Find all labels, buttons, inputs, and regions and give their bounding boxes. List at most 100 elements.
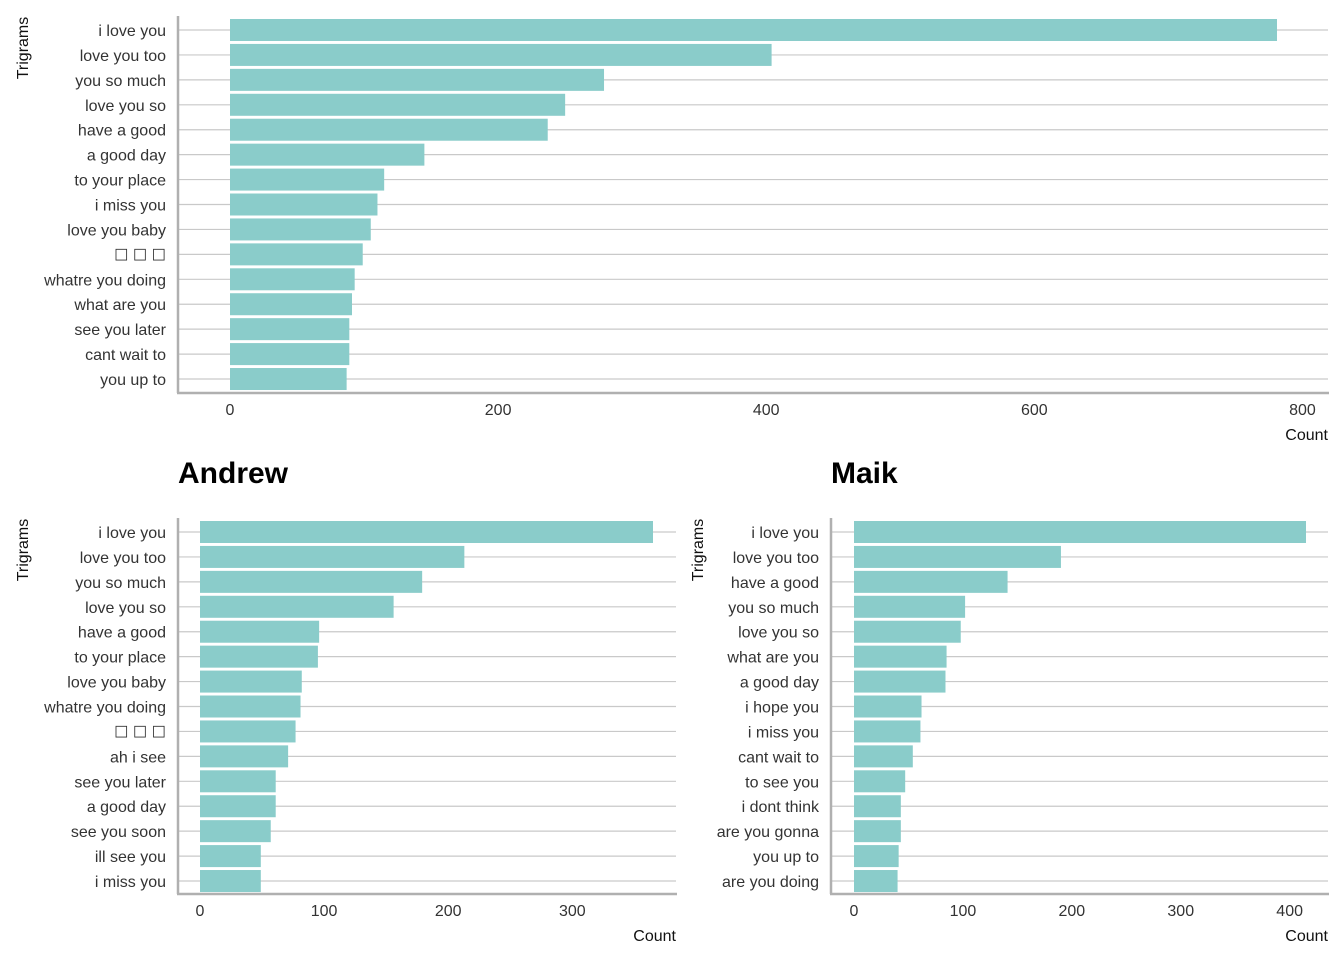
bar-overall [230, 368, 347, 391]
bar-andrew [200, 870, 261, 893]
category-label: i dont think [742, 799, 820, 816]
bar-overall [230, 43, 772, 66]
bar-andrew [200, 695, 301, 718]
category-label: cant wait to [85, 347, 166, 364]
bar-overall [230, 218, 371, 241]
category-label: ☐ ☐ ☐ [114, 724, 166, 741]
category-label: love you so [738, 625, 819, 642]
x-tick-label: 300 [559, 903, 586, 920]
x-tick-label: 100 [950, 903, 977, 920]
bar-overall [230, 68, 605, 91]
x-tick-label: 200 [1058, 903, 1085, 920]
bar-andrew [200, 720, 296, 743]
bar-andrew [200, 545, 465, 568]
bar-andrew [200, 745, 289, 768]
bar-maik [854, 845, 899, 868]
category-label: i love you [98, 525, 166, 542]
category-label: you up to [753, 849, 819, 866]
bar-maik [854, 745, 913, 768]
category-label: whatre you doing [43, 272, 166, 289]
category-label: ill see you [95, 849, 166, 866]
bar-andrew [200, 645, 318, 668]
bar-overall [230, 19, 1277, 41]
category-label: a good day [740, 675, 819, 692]
bar-overall [230, 243, 363, 266]
category-label: cant wait to [738, 749, 819, 766]
bar-maik [854, 770, 906, 793]
category-label: love you too [80, 48, 166, 65]
bar-overall [230, 93, 566, 116]
category-label: see you later [74, 322, 166, 339]
x-tick-label: 200 [435, 903, 462, 920]
category-label: i love you [751, 525, 819, 542]
y-axis-title-maik: Trigrams [690, 519, 707, 582]
category-label: to see you [745, 774, 819, 791]
category-label: i miss you [95, 874, 166, 891]
bar-maik [854, 570, 1008, 593]
category-label: love you too [80, 550, 166, 567]
category-label: have a good [78, 123, 166, 140]
bar-maik [854, 620, 961, 643]
category-label: are you gonna [717, 824, 819, 841]
bar-overall [230, 268, 355, 291]
x-tick-label: 400 [753, 402, 780, 419]
bar-andrew [200, 521, 653, 543]
category-label: to your place [74, 650, 166, 667]
category-label: i miss you [748, 724, 819, 741]
panel-title-andrew: Andrew [178, 457, 289, 490]
category-label: whatre you doing [43, 700, 166, 717]
y-axis-title-andrew: Trigrams [15, 519, 32, 582]
category-label: you up to [100, 372, 166, 389]
category-label: what are you [73, 297, 166, 314]
category-label: a good day [87, 799, 166, 816]
y-axis-title-overall: Trigrams [15, 17, 32, 80]
bar-andrew [200, 670, 302, 693]
bar-andrew [200, 570, 423, 593]
category-label: you so much [75, 73, 166, 90]
category-label: a good day [87, 148, 166, 165]
bar-andrew [200, 845, 261, 868]
bar-maik [854, 870, 898, 893]
category-label: see you soon [71, 824, 166, 841]
x-axis-title-overall: Count [1285, 427, 1328, 444]
category-label: ☐ ☐ ☐ [114, 247, 166, 264]
category-label: love you baby [67, 222, 166, 239]
category-label: love you baby [67, 675, 166, 692]
category-label: ah i see [110, 749, 166, 766]
bar-maik [854, 820, 901, 843]
panel-title-maik: Maik [831, 457, 898, 490]
category-label: have a good [731, 575, 819, 592]
x-tick-label: 600 [1021, 402, 1048, 419]
bar-maik [854, 545, 1061, 568]
category-label: see you later [74, 774, 166, 791]
category-label: i miss you [95, 198, 166, 215]
bar-andrew [200, 795, 276, 818]
bar-maik [854, 521, 1306, 543]
category-label: you so much [728, 600, 819, 617]
category-label: you so much [75, 575, 166, 592]
x-tick-label: 200 [485, 402, 512, 419]
category-label: i love you [98, 23, 166, 40]
bar-overall [230, 343, 350, 366]
bar-maik [854, 795, 901, 818]
x-tick-label: 300 [1167, 903, 1194, 920]
x-tick-label: 400 [1276, 903, 1303, 920]
category-label: love you too [733, 550, 819, 567]
bar-maik [854, 595, 966, 618]
category-label: have a good [78, 625, 166, 642]
bar-overall [230, 143, 425, 166]
bar-andrew [200, 820, 271, 843]
bar-overall [230, 118, 548, 141]
x-tick-label: 0 [196, 903, 205, 920]
category-label: love you so [85, 98, 166, 115]
x-axis-title-andrew: Count [633, 928, 676, 945]
bar-overall [230, 168, 385, 191]
bar-andrew [200, 595, 394, 618]
category-label: i hope you [745, 700, 819, 717]
category-label: are you doing [722, 874, 819, 891]
bar-maik [854, 720, 921, 743]
bar-overall [230, 318, 350, 341]
category-label: to your place [74, 173, 166, 190]
category-label: love you so [85, 600, 166, 617]
